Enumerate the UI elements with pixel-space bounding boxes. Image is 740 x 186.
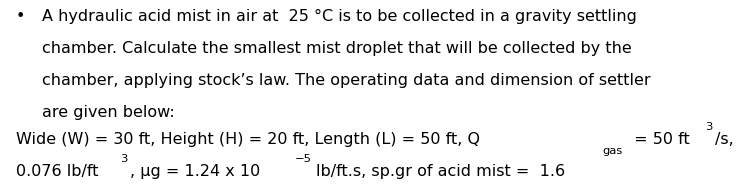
Text: 3: 3 xyxy=(705,122,713,132)
Text: chamber, applying stock’s law. The operating data and dimension of settler: chamber, applying stock’s law. The opera… xyxy=(42,73,651,88)
Text: /s, ρ: /s, ρ xyxy=(715,132,740,147)
Text: •: • xyxy=(16,9,25,24)
Text: , μg = 1.24 x 10: , μg = 1.24 x 10 xyxy=(130,164,260,179)
Text: are given below:: are given below: xyxy=(42,105,175,120)
Text: lb/ft.s, sp.gr of acid mist =  1.6: lb/ft.s, sp.gr of acid mist = 1.6 xyxy=(316,164,565,179)
Text: A hydraulic acid mist in air at  25 °C is to be collected in a gravity settling: A hydraulic acid mist in air at 25 °C is… xyxy=(42,9,637,24)
Text: gas: gas xyxy=(603,146,623,156)
Text: −5: −5 xyxy=(295,154,312,164)
Text: 0.076 lb/ft: 0.076 lb/ft xyxy=(16,164,98,179)
Text: = 50 ft: = 50 ft xyxy=(628,132,690,147)
Text: chamber. Calculate the smallest mist droplet that will be collected by the: chamber. Calculate the smallest mist dro… xyxy=(42,41,632,56)
Text: Wide (W) = 30 ft, Height (H) = 20 ft, Length (L) = 50 ft, Q: Wide (W) = 30 ft, Height (H) = 20 ft, Le… xyxy=(16,132,480,147)
Text: 3: 3 xyxy=(121,154,128,164)
